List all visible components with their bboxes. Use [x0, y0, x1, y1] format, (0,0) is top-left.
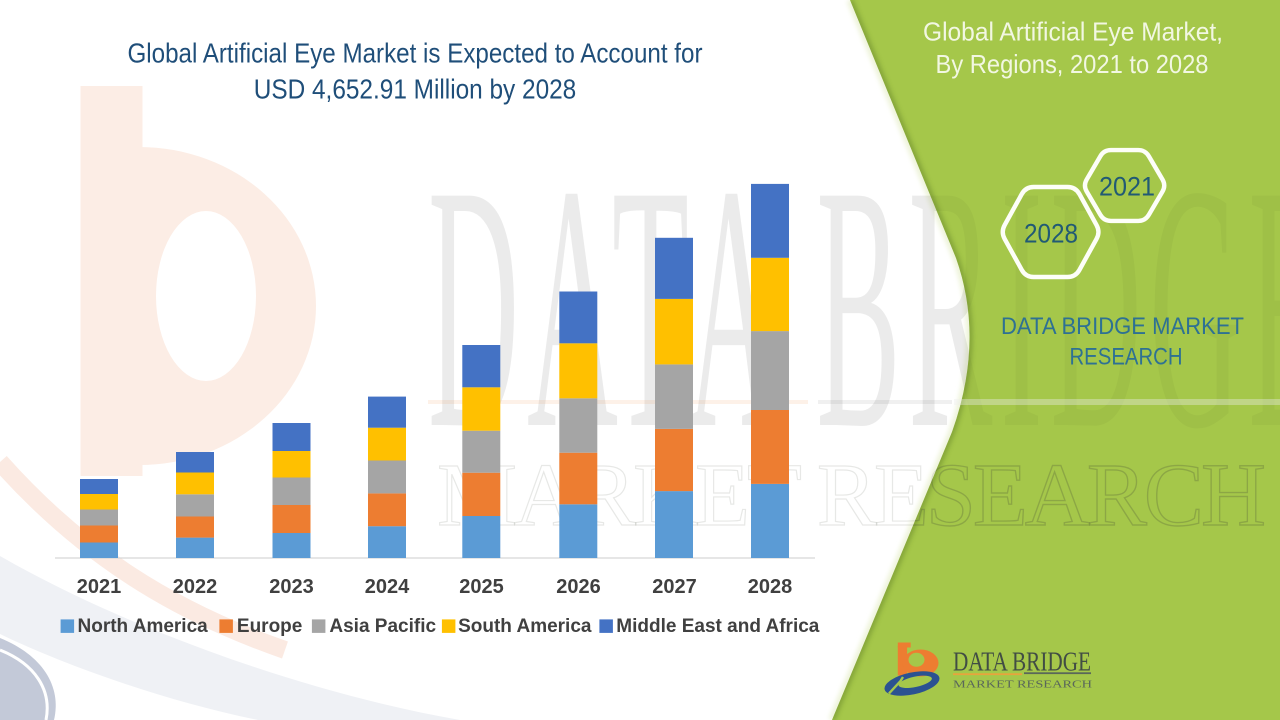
svg-text:2026: 2026	[556, 576, 601, 598]
svg-text:Middle East and Africa: Middle East and Africa	[616, 616, 819, 637]
svg-text:2023: 2023	[269, 576, 314, 598]
svg-text:North America: North America	[78, 616, 209, 637]
svg-text:Global Artificial Eye Market,: Global Artificial Eye Market,	[923, 16, 1223, 46]
svg-text:DATA BRIDGE MARKET: DATA BRIDGE MARKET	[1001, 313, 1244, 340]
svg-text:2022: 2022	[173, 576, 218, 598]
svg-text:2021: 2021	[77, 576, 122, 598]
svg-text:DATA BRIDGE: DATA BRIDGE	[953, 646, 1091, 676]
svg-text:2028: 2028	[748, 576, 793, 598]
svg-text:By Regions, 2021 to 2028: By Regions, 2021 to 2028	[936, 49, 1209, 79]
svg-text:2021: 2021	[1099, 172, 1155, 202]
svg-text:Global Artificial Eye Market i: Global Artificial Eye Market is Expected…	[128, 38, 703, 69]
svg-text:Europe: Europe	[237, 616, 302, 637]
svg-text:MARKET RESEARCH: MARKET RESEARCH	[953, 680, 1093, 691]
svg-text:2025: 2025	[459, 576, 504, 598]
svg-text:2027: 2027	[652, 576, 697, 598]
svg-text:Asia Pacific: Asia Pacific	[329, 616, 436, 637]
svg-text:RESEARCH: RESEARCH	[1070, 344, 1183, 371]
svg-text:2024: 2024	[365, 576, 410, 598]
svg-text:USD 4,652.91 Million by 2028: USD 4,652.91 Million by 2028	[254, 74, 577, 105]
svg-text:2028: 2028	[1024, 219, 1078, 249]
svg-text:South America: South America	[458, 616, 592, 637]
